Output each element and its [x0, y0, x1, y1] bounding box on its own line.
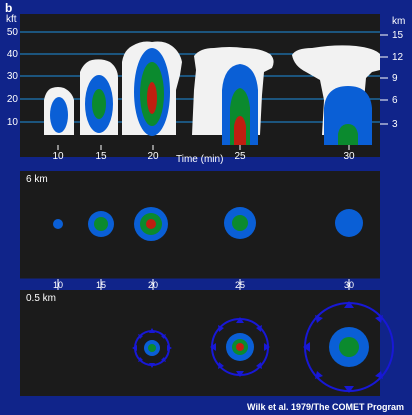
right-tick-15: 15	[392, 30, 404, 41]
top-x-tick-10: 10	[52, 151, 64, 162]
gust-front-barbs-20min	[132, 328, 172, 368]
cell-6km-15min-mid	[94, 217, 108, 231]
right-km-ticks	[380, 34, 388, 125]
gust-front-barbs-25min	[210, 317, 270, 377]
mid-x-tick-20: 20	[147, 280, 158, 290]
top-x-tick-20: 20	[147, 151, 159, 162]
storm-cell-25min	[192, 47, 274, 145]
panel-label: b	[5, 1, 13, 15]
left-tick-30: 30	[6, 71, 18, 82]
echo-25min-high	[234, 116, 246, 145]
right-tick-9: 9	[392, 73, 398, 84]
echo-0-5km-20min-mid	[148, 344, 156, 352]
cell-0-5km-25min	[210, 317, 270, 377]
top-x-tick-30: 30	[343, 151, 355, 162]
left-tick-10: 10	[6, 117, 18, 128]
plan-view-0-5km-panel	[20, 290, 380, 396]
top-x-tick-15: 15	[95, 151, 107, 162]
cell-6km-20min-high	[146, 219, 156, 229]
mid-x-tick-30: 30	[343, 280, 354, 290]
storm-cell-20min	[122, 41, 182, 136]
plan-view-6km-panel	[20, 171, 380, 279]
echo-20min-high	[147, 82, 157, 114]
top-x-ticks	[57, 145, 350, 150]
cells-6km	[53, 207, 363, 241]
right-tick-3: 3	[392, 119, 398, 130]
right-tick-6: 6	[392, 95, 398, 106]
cell-0-5km-20min	[132, 328, 172, 368]
mid-x-tick-10: 10	[52, 280, 63, 290]
left-tick-50: 50	[6, 27, 18, 38]
echo-15min-mid	[92, 89, 106, 119]
cell-6km-10min	[53, 219, 63, 229]
echo-30min-low	[324, 86, 372, 145]
cell-6km-30min-low	[335, 209, 363, 237]
gust-front-barbs-30min	[303, 301, 383, 393]
x-axis-label: Time (min)	[176, 154, 224, 165]
storm-cell-30min	[292, 45, 380, 145]
echo-30min-mid	[338, 124, 358, 145]
top-x-tick-25: 25	[234, 151, 246, 162]
left-axis-unit: kft	[6, 14, 17, 25]
right-tick-12: 12	[392, 52, 404, 63]
echo-10min-low	[50, 97, 68, 133]
cell-0-5km-30min	[303, 301, 394, 393]
right-axis-unit: km	[392, 16, 406, 27]
echo-0-5km-25min-high	[236, 343, 244, 351]
altitude-label-6km: 6 km	[26, 174, 48, 185]
cells-0-5km	[132, 301, 394, 393]
middle-x-ticks	[57, 279, 350, 290]
cell-6km-25min-mid	[232, 215, 248, 231]
mid-x-tick-25: 25	[234, 280, 245, 290]
mid-x-tick-15: 15	[95, 280, 106, 290]
storm-cell-15min	[80, 59, 118, 136]
altitude-label-0-5km: 0.5 km	[26, 293, 57, 304]
left-tick-40: 40	[6, 49, 18, 60]
storm-cell-10min	[44, 87, 74, 135]
echo-0-5km-30min-mid	[339, 337, 359, 357]
left-tick-20: 20	[6, 94, 18, 105]
figure-caption: Wilk et al. 1979/The COMET Program	[247, 402, 404, 412]
